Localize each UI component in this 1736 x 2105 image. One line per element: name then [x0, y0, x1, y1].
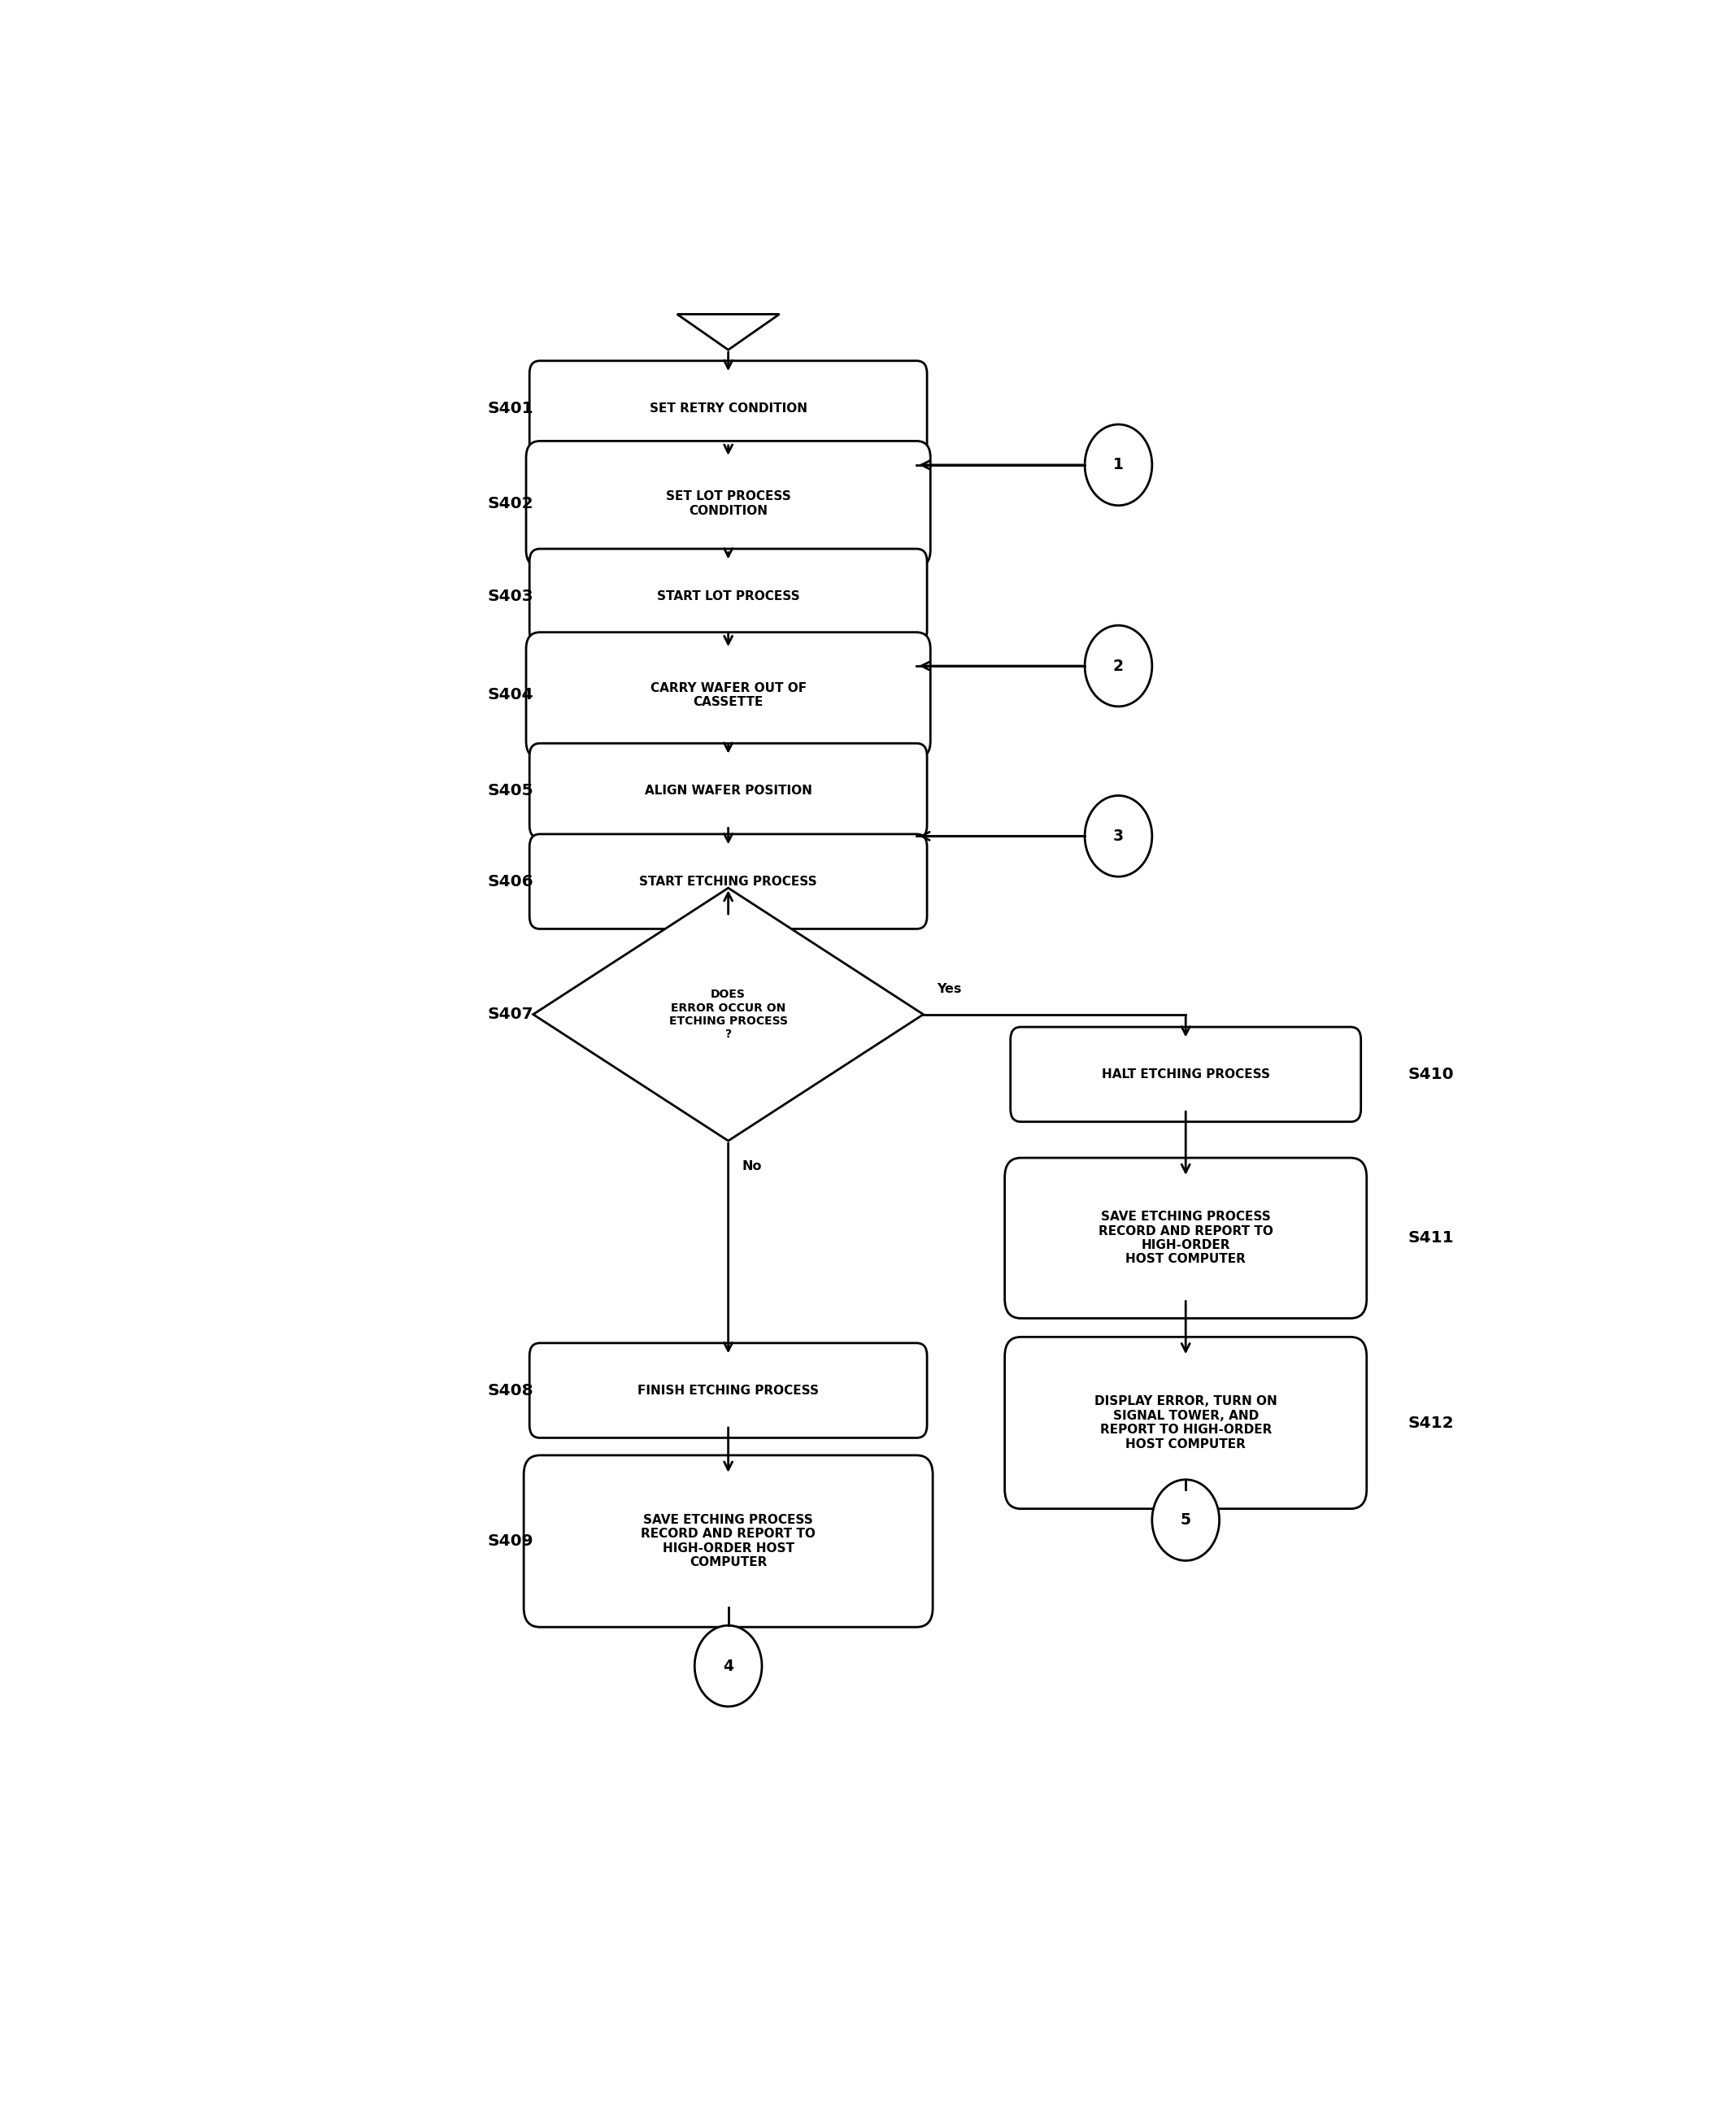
Text: SET LOT PROCESS
CONDITION: SET LOT PROCESS CONDITION [665, 490, 792, 518]
Circle shape [694, 1625, 762, 1707]
Text: 2: 2 [1113, 659, 1123, 674]
Text: CARRY WAFER OUT OF
CASSETTE: CARRY WAFER OUT OF CASSETTE [651, 682, 806, 707]
Circle shape [1153, 1480, 1219, 1560]
Text: S406: S406 [488, 874, 533, 888]
Polygon shape [533, 888, 924, 1141]
Text: 3: 3 [1113, 829, 1123, 844]
Text: SET RETRY CONDITION: SET RETRY CONDITION [649, 402, 807, 415]
Text: FINISH ETCHING PROCESS: FINISH ETCHING PROCESS [637, 1385, 819, 1396]
FancyBboxPatch shape [524, 1455, 932, 1627]
Text: S409: S409 [488, 1532, 533, 1549]
Text: START ETCHING PROCESS: START ETCHING PROCESS [639, 876, 818, 888]
Circle shape [1085, 796, 1153, 876]
Text: SAVE ETCHING PROCESS
RECORD AND REPORT TO
HIGH-ORDER
HOST COMPUTER: SAVE ETCHING PROCESS RECORD AND REPORT T… [1099, 1210, 1272, 1265]
Text: S403: S403 [488, 589, 533, 604]
Circle shape [1085, 425, 1153, 505]
Text: No: No [741, 1160, 762, 1172]
FancyBboxPatch shape [529, 834, 927, 928]
FancyBboxPatch shape [526, 631, 930, 758]
Text: S407: S407 [488, 1006, 533, 1023]
FancyBboxPatch shape [1010, 1027, 1361, 1122]
Text: START LOT PROCESS: START LOT PROCESS [656, 589, 800, 602]
Text: SAVE ETCHING PROCESS
RECORD AND REPORT TO
HIGH-ORDER HOST
COMPUTER: SAVE ETCHING PROCESS RECORD AND REPORT T… [641, 1513, 816, 1568]
Text: DOES
ERROR OCCUR ON
ETCHING PROCESS
?: DOES ERROR OCCUR ON ETCHING PROCESS ? [668, 989, 788, 1040]
FancyBboxPatch shape [529, 360, 927, 455]
FancyBboxPatch shape [529, 1343, 927, 1438]
Text: HALT ETCHING PROCESS: HALT ETCHING PROCESS [1102, 1067, 1269, 1080]
Text: 5: 5 [1180, 1511, 1191, 1528]
FancyBboxPatch shape [529, 743, 927, 838]
Circle shape [1085, 625, 1153, 707]
Text: 4: 4 [722, 1659, 734, 1673]
Text: S405: S405 [488, 783, 533, 798]
Text: S410: S410 [1408, 1067, 1453, 1082]
Text: S411: S411 [1408, 1229, 1453, 1246]
FancyBboxPatch shape [529, 549, 927, 644]
FancyBboxPatch shape [526, 442, 930, 566]
Text: ALIGN WAFER POSITION: ALIGN WAFER POSITION [644, 785, 812, 798]
Text: Yes: Yes [937, 983, 962, 996]
Text: 1: 1 [1113, 457, 1123, 474]
FancyBboxPatch shape [1005, 1337, 1366, 1509]
Text: S404: S404 [488, 688, 533, 703]
Text: S401: S401 [488, 400, 533, 417]
Text: DISPLAY ERROR, TURN ON
SIGNAL TOWER, AND
REPORT TO HIGH-ORDER
HOST COMPUTER: DISPLAY ERROR, TURN ON SIGNAL TOWER, AND… [1094, 1396, 1278, 1450]
Text: S412: S412 [1408, 1415, 1453, 1431]
Polygon shape [677, 314, 779, 349]
Text: S402: S402 [488, 497, 533, 512]
FancyBboxPatch shape [1005, 1158, 1366, 1318]
Text: S408: S408 [488, 1383, 533, 1398]
